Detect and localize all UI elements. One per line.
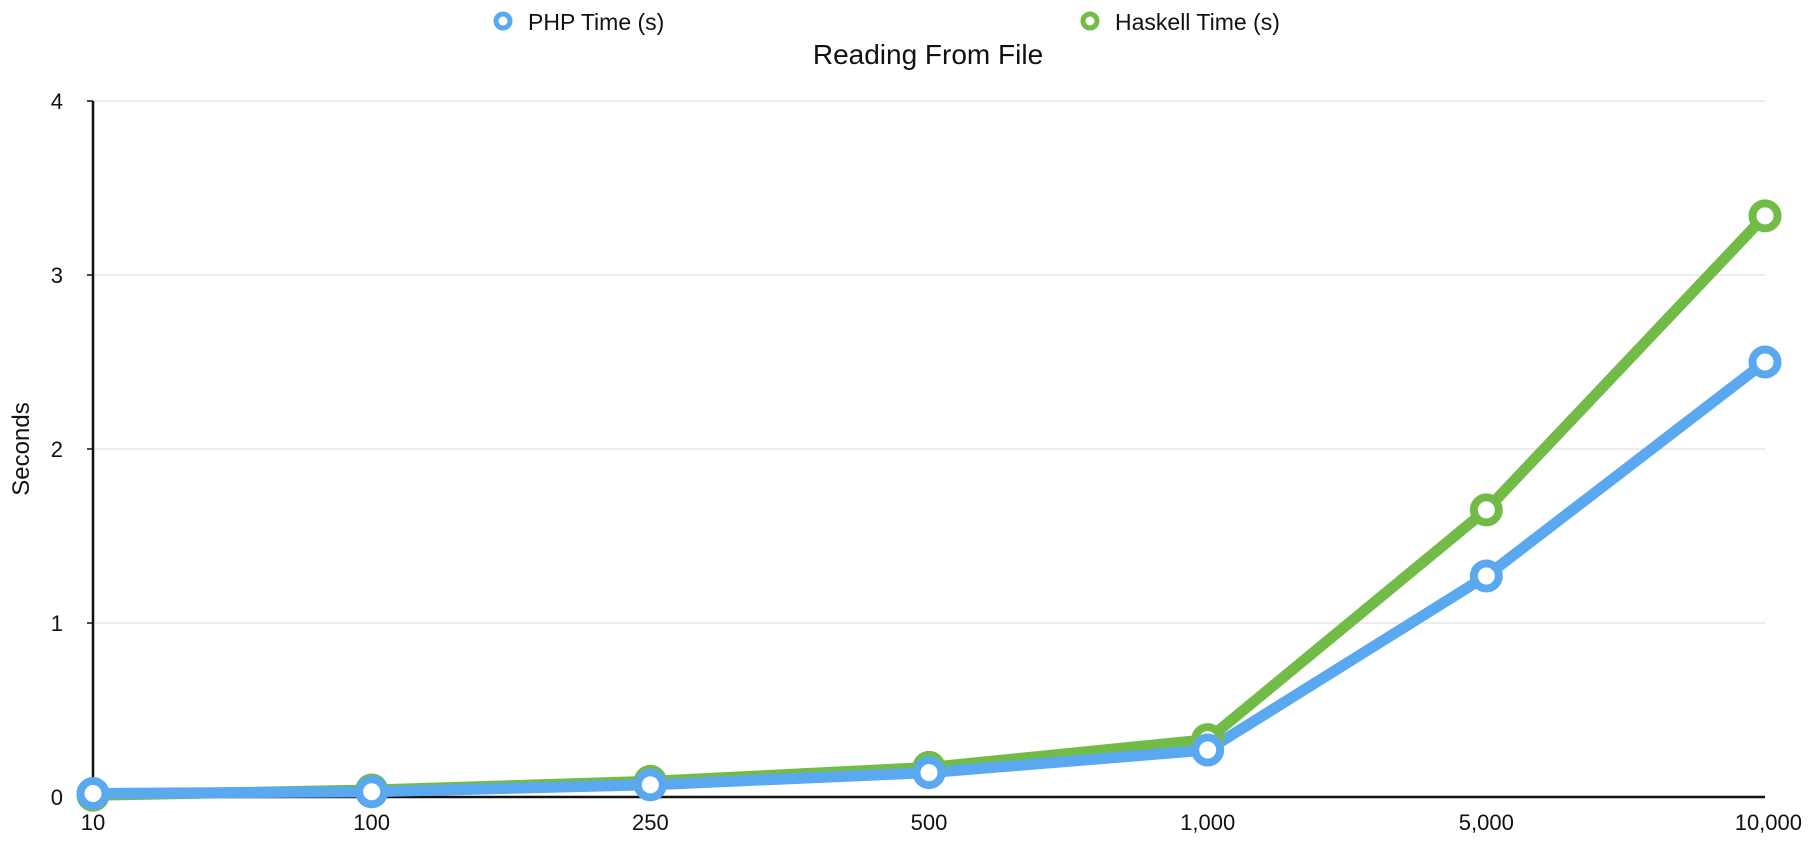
x-tick-label: 100 [353, 810, 390, 835]
x-tick-label: 500 [911, 810, 948, 835]
x-tick-labels: 10 100 250 500 1,000 5,000 10,000 [81, 810, 1802, 835]
y-tick-label: 4 [51, 89, 63, 114]
series-line-php [87, 356, 1771, 800]
legend: PHP Time (s) Haskell Time (s) [493, 9, 1280, 35]
data-point-php[interactable] [1191, 733, 1225, 767]
data-point-php[interactable] [76, 777, 110, 811]
y-axis-title: Seconds [8, 402, 35, 495]
data-point-haskell[interactable] [1748, 199, 1782, 233]
x-tick-label: 250 [632, 810, 669, 835]
x-tick-label: 1,000 [1180, 810, 1235, 835]
legend-marker-haskell [1080, 11, 1100, 31]
y-tick-label: 3 [51, 263, 63, 288]
y-tick-label: 2 [51, 437, 63, 462]
legend-item-haskell[interactable]: Haskell Time (s) [1080, 9, 1280, 35]
legend-marker-php [493, 11, 513, 31]
series-lines [87, 210, 1771, 801]
legend-item-php[interactable]: PHP Time (s) [493, 9, 664, 35]
data-point-php[interactable] [1748, 345, 1782, 379]
y-tick-label: 0 [51, 785, 63, 810]
y-tick-labels: 0 1 2 3 4 [51, 89, 63, 810]
legend-label-haskell: Haskell Time (s) [1115, 9, 1280, 35]
y-tick-label: 1 [51, 611, 63, 636]
x-tick-label: 10,000 [1735, 810, 1802, 835]
data-point-haskell[interactable] [1469, 493, 1503, 527]
data-point-php[interactable] [633, 768, 667, 802]
x-tick-label: 5,000 [1459, 810, 1514, 835]
x-tick-label: 10 [81, 810, 105, 835]
series-markers [76, 199, 1782, 812]
legend-label-php: PHP Time (s) [528, 9, 664, 35]
gridlines [93, 100, 1765, 624]
data-point-php[interactable] [1469, 559, 1503, 593]
data-point-php[interactable] [912, 756, 946, 790]
chart-title: Reading From File [813, 39, 1043, 70]
data-point-php[interactable] [355, 775, 389, 809]
series-line-haskell [87, 210, 1771, 801]
